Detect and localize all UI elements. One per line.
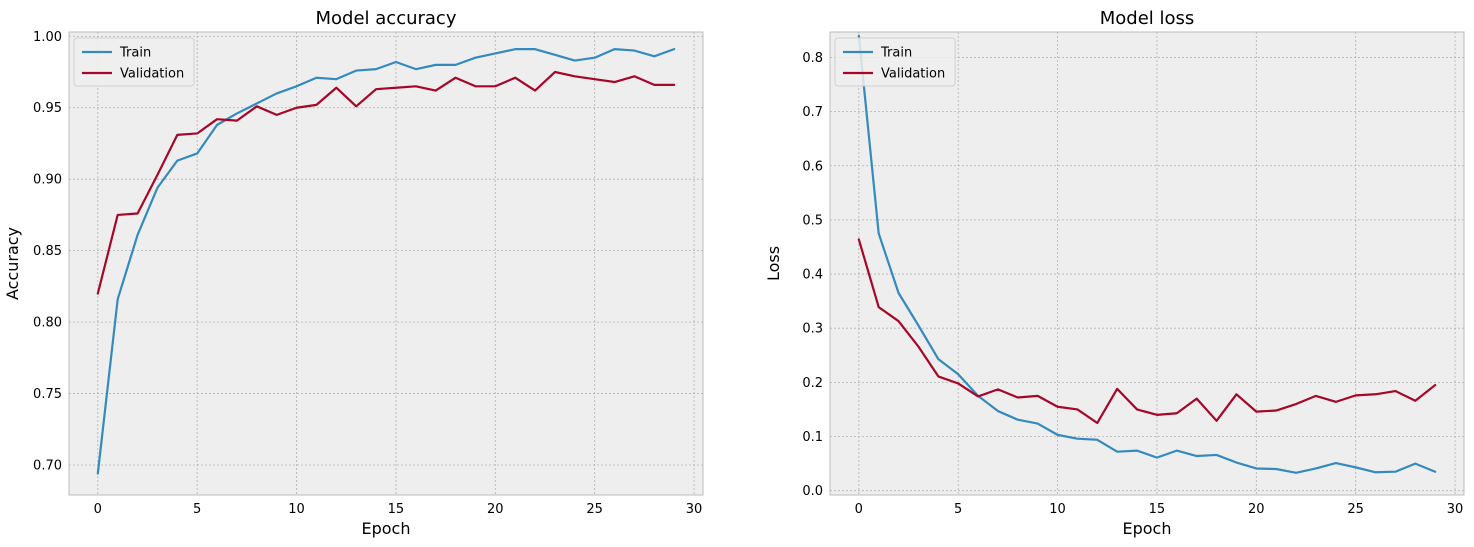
loss-legend-label-validation: Validation xyxy=(881,67,945,82)
accuracy-y-tick-label: 0.85 xyxy=(33,244,62,259)
loss-x-tick-label: 0 xyxy=(855,502,863,517)
loss-chart-title: Model loss xyxy=(1100,8,1195,29)
accuracy-legend-label-train: Train xyxy=(119,46,151,61)
loss-y-tick-label: 0.7 xyxy=(802,105,823,120)
loss-grid xyxy=(830,32,1464,495)
accuracy-x-tick-label: 25 xyxy=(586,502,603,517)
accuracy-grid xyxy=(69,32,703,495)
accuracy-x-axis-label: Epoch xyxy=(362,519,411,538)
loss-y-tick-label: 0.2 xyxy=(802,376,823,391)
loss-x-tick-label: 30 xyxy=(1447,502,1464,517)
accuracy-legend: Train Validation xyxy=(73,37,195,87)
loss-series xyxy=(857,34,1437,474)
accuracy-legend-label-validation: Validation xyxy=(120,67,184,82)
loss-y-tick-label: 0.5 xyxy=(802,213,823,228)
accuracy-y-tick-label: 0.95 xyxy=(33,101,62,116)
accuracy-chart-title: Model accuracy xyxy=(316,8,457,29)
loss-x-axis-label: Epoch xyxy=(1123,519,1172,538)
accuracy-y-tick-label: 0.80 xyxy=(33,316,62,331)
accuracy-series-validation-line xyxy=(96,70,676,295)
loss-chart: 0 5 10 15 20 25 300.00.10.20.30.40.50.60.70.8 … xyxy=(764,8,1465,538)
accuracy-y-tick-label: 1.00 xyxy=(33,30,62,45)
loss-tick-labels: 0 5 10 15 20 25 30 0.0 0.1 0.2 0.3 0.4 0.5 0.6 0.7 0.8 xyxy=(802,51,1463,517)
loss-series-validation-line xyxy=(857,238,1437,425)
accuracy-x-tick-label: 30 xyxy=(686,502,703,517)
accuracy-x-tick-label: 5 xyxy=(193,502,201,517)
loss-y-tick-label: 0.8 xyxy=(802,51,823,66)
accuracy-y-tick-label: 0.70 xyxy=(33,458,62,473)
loss-legend: Train Validation xyxy=(834,37,956,87)
accuracy-y-tick-label: 0.75 xyxy=(33,387,62,402)
loss-legend-label-train: Train xyxy=(880,46,912,61)
loss-x-tick-label: 10 xyxy=(1049,502,1066,517)
loss-x-tick-label: 15 xyxy=(1149,502,1166,517)
loss-y-tick-label: 0.4 xyxy=(802,268,823,283)
loss-y-axis-label: Loss xyxy=(764,246,783,281)
loss-y-tick-label: 0.3 xyxy=(802,322,823,337)
accuracy-y-tick-label: 0.90 xyxy=(33,173,62,188)
accuracy-y-axis-label: Accuracy xyxy=(3,227,22,300)
accuracy-series xyxy=(96,48,676,475)
loss-x-tick-label: 5 xyxy=(954,502,962,517)
accuracy-x-tick-label: 20 xyxy=(487,502,504,517)
accuracy-tick-labels: 0 5 10 15 20 25 30 0.70 0.75 0.80 0.85 0.90 0.95 1.00 xyxy=(33,30,702,517)
accuracy-series-train-line xyxy=(96,48,676,475)
accuracy-plot-border xyxy=(68,31,704,496)
accuracy-plot-area xyxy=(69,32,703,495)
accuracy-chart: 0 5 10 15 20 25 30 0.70 0.75 0.80 0.85 0.90 0.95 1.00… xyxy=(3,8,704,538)
loss-series-train-line xyxy=(857,34,1437,474)
loss-y-tick-label: 0.1 xyxy=(802,430,823,445)
accuracy-x-tick-label: 10 xyxy=(288,502,305,517)
loss-x-tick-label: 25 xyxy=(1347,502,1364,517)
accuracy-x-tick-label: 0 xyxy=(94,502,102,517)
loss-plot-area xyxy=(830,32,1464,495)
accuracy-x-tick-label: 15 xyxy=(388,502,405,517)
loss-y-tick-label: 0.0 xyxy=(802,484,823,499)
loss-plot-border xyxy=(829,31,1465,496)
loss-y-tick-label: 0.6 xyxy=(802,159,823,174)
loss-x-tick-label: 20 xyxy=(1248,502,1265,517)
